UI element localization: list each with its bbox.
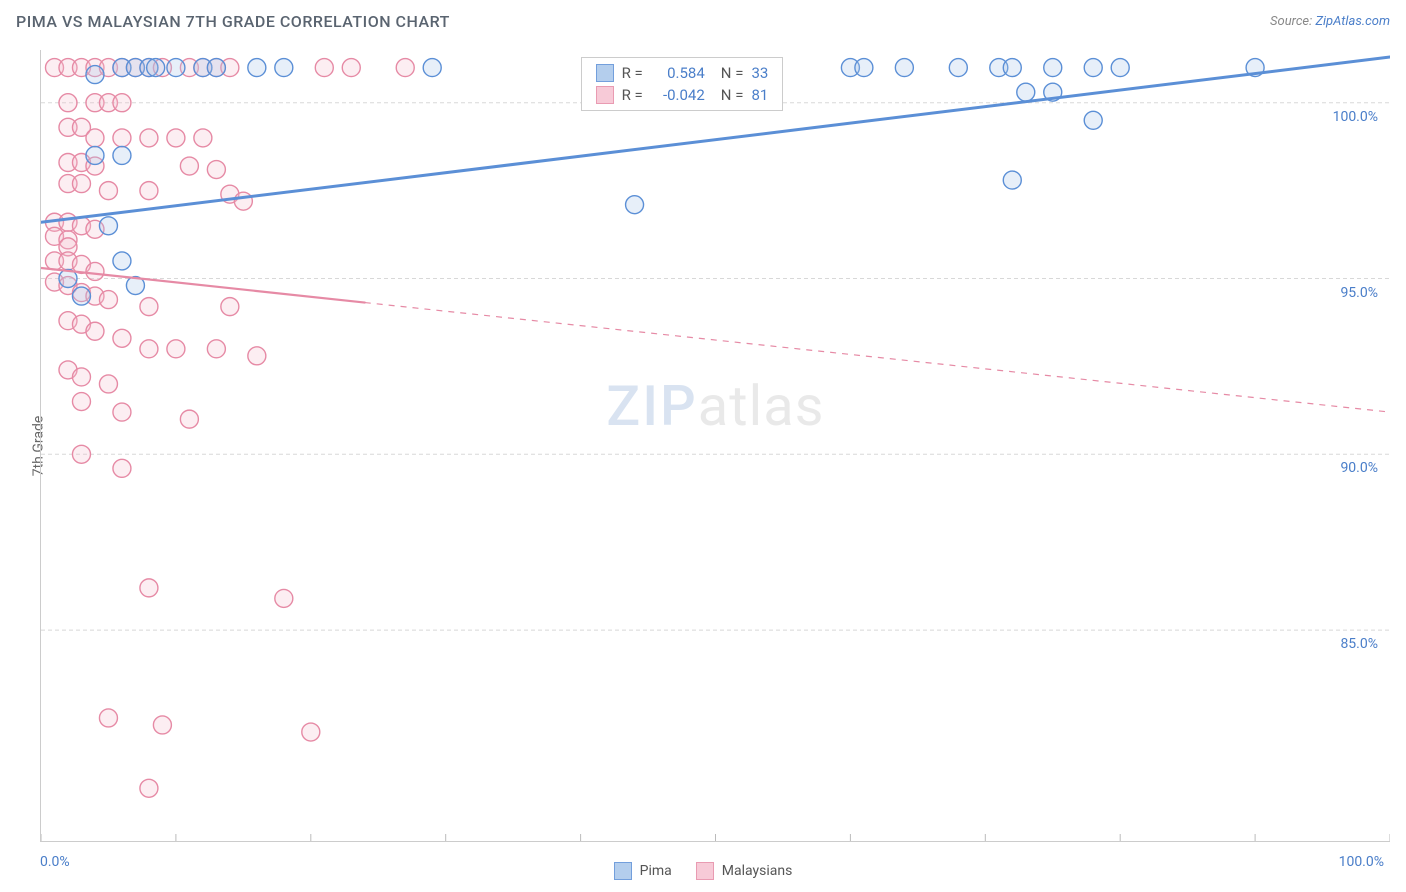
legend-label: Pima [640, 863, 672, 879]
source-link[interactable]: ZipAtlas.com [1315, 14, 1390, 29]
stats-row: R = 0.584 N = 33 [582, 62, 783, 84]
stats-r-label: R = [622, 86, 643, 104]
stats-swatch [596, 64, 614, 82]
scatter-svg [41, 50, 1390, 841]
y-tick-label: 90.0% [1340, 460, 1378, 476]
legend-item: Pima [614, 862, 672, 880]
y-tick-label: 85.0% [1340, 636, 1378, 652]
x-axis-min-label: 0.0% [40, 854, 70, 870]
source-label: Source: [1270, 14, 1312, 29]
legend-swatch [696, 862, 714, 880]
stats-r-label: R = [622, 64, 643, 82]
chart-title: PIMA VS MALAYSIAN 7TH GRADE CORRELATION … [16, 12, 450, 31]
legend-swatch [614, 862, 632, 880]
stats-n-value: 81 [751, 86, 768, 104]
source-attribution: Source: ZipAtlas.com [1270, 14, 1390, 29]
legend-item: Malaysians [696, 862, 793, 880]
stats-n-value: 33 [751, 64, 768, 82]
stats-swatch [596, 86, 614, 104]
stats-n-label: N = [721, 86, 744, 104]
stats-r-value: 0.584 [651, 64, 705, 82]
y-tick-label: 95.0% [1340, 285, 1378, 301]
x-axis-max-label: 100.0% [1339, 854, 1384, 870]
chart-header: PIMA VS MALAYSIAN 7TH GRADE CORRELATION … [0, 0, 1406, 39]
stats-row: R = -0.042 N = 81 [582, 84, 783, 106]
series-legend: Pima Malaysians [0, 862, 1406, 880]
stats-r-value: -0.042 [651, 86, 705, 104]
stats-n-label: N = [721, 64, 744, 82]
legend-label: Malaysians [722, 863, 793, 879]
y-tick-label: 100.0% [1333, 109, 1378, 125]
correlation-stats-box: R = 0.584 N = 33 R = -0.042 N = 81 [581, 57, 784, 111]
chart-plot-area: ZIPatlas R =0.584N =33R =-0.042N =81 [40, 50, 1390, 842]
